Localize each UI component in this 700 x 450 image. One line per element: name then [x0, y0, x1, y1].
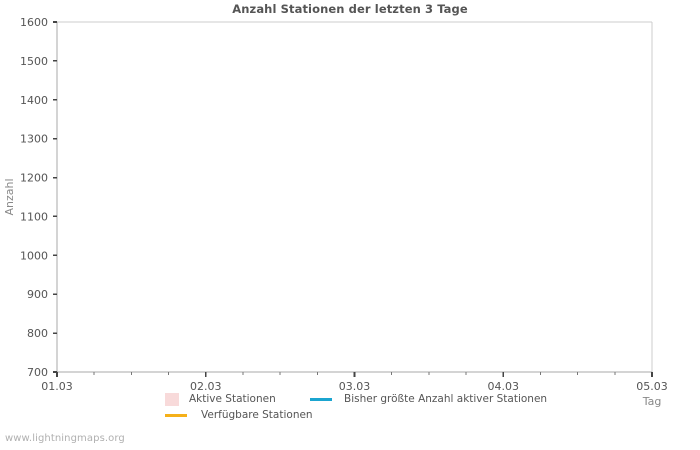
svg-text:01.03: 01.03 — [41, 380, 73, 393]
y-axis-title: Anzahl — [3, 178, 16, 215]
legend-label-bisher-groesste-anzahl: Bisher größte Anzahl aktiver Stationen — [344, 393, 548, 405]
legend-row-1: Aktive Stationen Bisher größte Anzahl ak… — [57, 391, 653, 407]
svg-text:Tag: Tag — [642, 395, 662, 408]
svg-text:1100: 1100 — [20, 210, 48, 223]
chart-legend: Aktive Stationen Bisher größte Anzahl ak… — [57, 391, 653, 427]
watermark-lightningmaps: www.lightningmaps.org — [5, 433, 125, 444]
legend-label-aktive-stationen: Aktive Stationen — [189, 393, 276, 405]
svg-text:Anzahl: Anzahl — [3, 178, 16, 215]
legend-row-2: Verfügbare Stationen — [57, 407, 653, 423]
legend-swatch-icon-area — [165, 392, 179, 406]
x-axis-tick-labels: 01.03 02.03 03.03 04.03 05.03 — [41, 380, 668, 393]
x-axis-title: Tag — [642, 395, 662, 408]
legend-swatch-icon-line-blue — [310, 397, 332, 401]
svg-text:1500: 1500 — [20, 55, 48, 68]
y-axis-tick-labels: 700 800 900 1000 1100 1200 1300 1400 1500 1600 — [20, 16, 57, 379]
svg-text:03.03: 03.03 — [339, 380, 371, 393]
legend-item-bisher-groesste-anzahl[interactable]: Bisher größte Anzahl aktiver Stationen — [310, 391, 547, 407]
legend-item-aktive-stationen[interactable]: Aktive Stationen — [165, 391, 276, 407]
axis-frame — [56, 21, 653, 373]
svg-text:04.03: 04.03 — [488, 380, 520, 393]
svg-text:900: 900 — [27, 288, 48, 301]
svg-text:1600: 1600 — [20, 16, 48, 29]
svg-text:700: 700 — [27, 366, 48, 379]
legend-swatch-icon-line-orange — [165, 413, 187, 417]
svg-text:02.03: 02.03 — [190, 380, 222, 393]
legend-item-verfuegbare-stationen[interactable]: Verfügbare Stationen — [165, 407, 313, 423]
svg-text:800: 800 — [27, 327, 48, 340]
chart-title: Anzahl Stationen der letzten 3 Tage — [232, 2, 468, 16]
svg-text:1200: 1200 — [20, 172, 48, 185]
svg-text:1000: 1000 — [20, 249, 48, 262]
x-axis-ticks — [56, 372, 653, 377]
svg-text:05.03: 05.03 — [636, 380, 668, 393]
svg-text:1400: 1400 — [20, 94, 48, 107]
svg-text:1300: 1300 — [20, 133, 48, 146]
legend-label-verfuegbare-stationen: Verfügbare Stationen — [201, 409, 313, 421]
